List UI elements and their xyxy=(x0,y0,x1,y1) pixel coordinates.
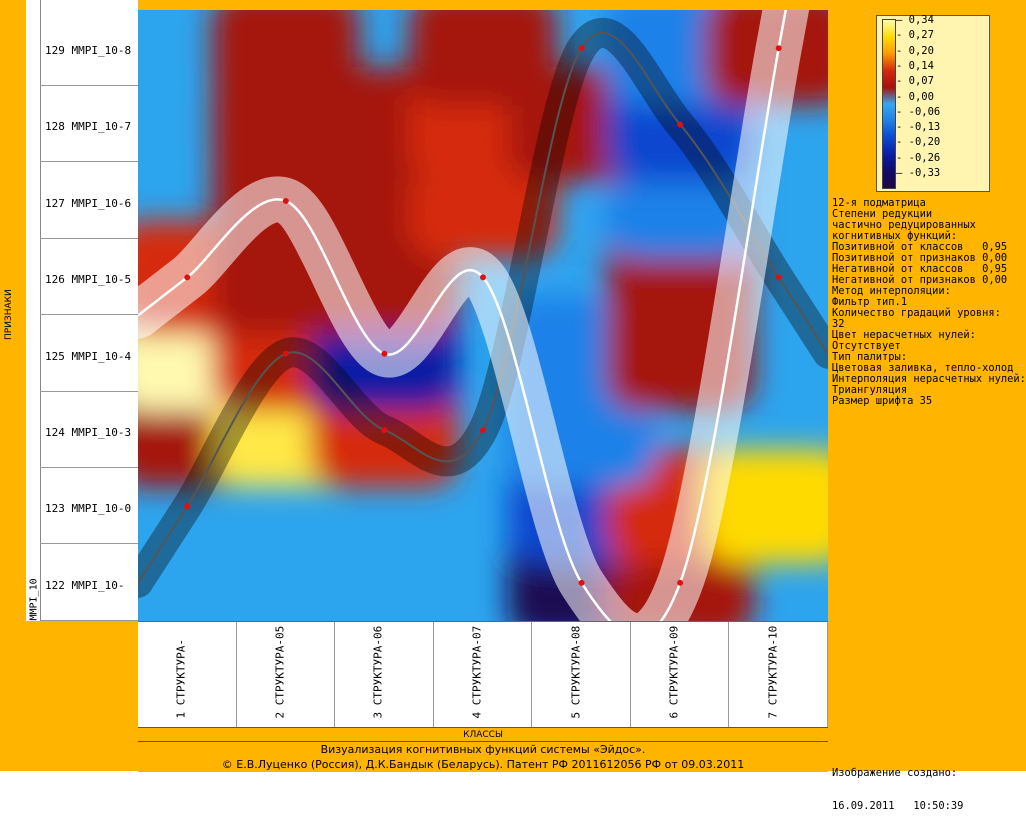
footer-line1: Визуализация когнитивных функций системы… xyxy=(320,743,646,756)
series-point xyxy=(381,350,388,357)
heatmap-cell xyxy=(409,10,557,106)
info-line: Позитивной от признаков 0,00 xyxy=(832,252,1008,264)
column-cell: 5 СТРУКТУРА-08 xyxy=(532,622,631,728)
series-point xyxy=(578,45,585,52)
cognitive-function-plot xyxy=(138,10,828,621)
info-line: Степени редукции xyxy=(832,208,933,220)
footer-line2: © Е.В.Луценко (Россия), Д.К.Бандык (Бела… xyxy=(221,758,745,771)
column-label: 6 СТРУКТУРА-09 xyxy=(667,625,681,719)
row-label: 123 MMPI_10-0 xyxy=(45,502,132,516)
info-line: Цвет нерасчетных нулей: xyxy=(832,329,976,341)
row-label: 127 MMPI_10-6 xyxy=(45,196,132,210)
column-label-panel: 1 СТРУКТУРА- 2 СТРУКТУРА-05 3 СТРУКТУРА-06… xyxy=(138,621,828,728)
series-point xyxy=(775,45,782,52)
column-label: 4 СТРУКТУРА-07 xyxy=(470,625,484,719)
row-cell: 123 MMPI_10-0 xyxy=(40,468,138,545)
legend-tick-label: - 0,00 xyxy=(896,90,934,103)
row-divider xyxy=(40,0,41,621)
series-point xyxy=(184,274,191,281)
left-strip xyxy=(0,0,26,621)
series-point xyxy=(775,274,782,281)
legend-tick-label: — -0,33 xyxy=(896,167,941,179)
info-line: Отсутствует xyxy=(832,340,901,352)
series-point xyxy=(677,579,684,586)
created-label: Изображение создано: xyxy=(832,767,958,779)
legend-tick-label: - 0,20 xyxy=(896,44,934,57)
series-layer xyxy=(138,10,828,621)
top-strip xyxy=(138,0,828,10)
column-cell: 3 СТРУКТУРА-06 xyxy=(335,622,434,728)
created-datetime: 16.09.2011 10:50:39 xyxy=(832,800,964,812)
legend-tick-label: — 0,34 xyxy=(896,14,934,26)
info-text: 12-я подматрица Степени редукции частично … xyxy=(832,198,1026,407)
row-cell: 128 MMPI_10-7 xyxy=(40,86,138,163)
info-line: Тип палитры: xyxy=(832,351,908,363)
color-legend: — 0,34 - 0,27 - 0,20 - 0,14 - 0,07 - 0,00 - -0… xyxy=(876,14,990,192)
legend-tick-label: - 0,07 xyxy=(896,75,934,88)
legend-tick-label: - -0,06 xyxy=(896,105,941,118)
column-label: 1 СТРУКТУРА- xyxy=(174,639,188,719)
legend-tick-label: - 0,27 xyxy=(896,29,934,42)
heatmap-cell xyxy=(704,449,828,564)
info-line: Размер шрифта 35 xyxy=(832,395,933,407)
row-label-panel: MMPI_10 129 MMPI_10-8 128 MMPI_10-7 127 MM… xyxy=(26,0,138,621)
row-label: 122 MMPI_10- xyxy=(45,578,125,592)
axis-y-label: ПРИЗНАКИ xyxy=(4,289,14,340)
row-cell: 126 MMPI_10-5 xyxy=(40,239,138,316)
info-line: 32 xyxy=(832,318,845,330)
bottom-left-strip xyxy=(0,621,138,771)
series-point xyxy=(578,579,585,586)
row-label: 128 MMPI_10-7 xyxy=(45,120,132,134)
column-cell: 6 СТРУКТУРА-09 xyxy=(631,622,730,728)
column-cell: 1 СТРУКТУРА- xyxy=(138,622,237,728)
column-label: 5 СТРУКТУРА-08 xyxy=(569,625,583,719)
footer: Визуализация когнитивных функций системы… xyxy=(138,741,828,772)
column-cell: 2 СТРУКТУРА-05 xyxy=(237,622,336,728)
info-line: Негативной от классов 0,95 xyxy=(832,263,1008,275)
column-label: 2 СТРУКТУРА-05 xyxy=(273,625,287,719)
axis-x-label: КЛАССЫ xyxy=(138,727,828,742)
series-point xyxy=(184,503,191,510)
series-point xyxy=(480,427,486,434)
legend-tick-label: - -0,13 xyxy=(896,121,941,134)
legend-tick-label: - 0,14 xyxy=(896,59,934,72)
row-cell: 129 MMPI_10-8 xyxy=(40,10,138,86)
legend-tick-label: - -0,26 xyxy=(896,151,941,164)
column-label: 7 СТРУКТУРА-10 xyxy=(766,625,780,719)
row-label: 124 MMPI_10-3 xyxy=(45,426,132,439)
row-cell: 124 MMPI_10-3 xyxy=(40,392,138,468)
info-line: Фильтр тип.1 xyxy=(832,296,908,308)
info-line: 12-я подматрица xyxy=(832,198,926,209)
row-label: 125 MMPI_10-4 xyxy=(45,349,132,363)
column-cell: 4 СТРУКТУРА-07 xyxy=(434,622,533,728)
info-line: частично редуцированных xyxy=(832,219,976,231)
info-line: когнитивных функций: xyxy=(832,230,958,242)
info-line: Интерполяция нерасчетных нулей: xyxy=(832,373,1026,385)
info-line: Цветовая заливка, тепло-холод xyxy=(832,362,1014,374)
info-line: Триангуляция xyxy=(832,384,908,396)
row-label: 126 MMPI_10-5 xyxy=(45,273,132,287)
row-label: 129 MMPI_10-8 xyxy=(45,44,132,57)
created-info: Изображение создано: 16.09.2011 10:50:39 xyxy=(832,746,1026,823)
info-line: Позитивной от классов 0,95 xyxy=(832,241,1008,253)
series-point xyxy=(282,197,289,204)
info-line: Негативной от признаков 0,00 xyxy=(832,274,1008,286)
info-line: Количество градаций уровня: xyxy=(832,307,1001,319)
row-cell: 122 MMPI_10- xyxy=(40,545,138,621)
column-label: 3 СТРУКТУРА-06 xyxy=(371,625,385,719)
column-cell: 7 СТРУКТУРА-10 xyxy=(729,622,828,728)
row-cell: 127 MMPI_10-6 xyxy=(40,163,138,239)
series-point xyxy=(381,427,388,434)
row-group-label: MMPI_10 xyxy=(28,578,40,621)
heatmap-cell xyxy=(211,10,360,106)
series-point xyxy=(282,350,289,357)
row-cell: 125 MMPI_10-4 xyxy=(40,316,138,392)
series-point xyxy=(480,274,486,281)
legend-tick-label: - -0,20 xyxy=(896,136,941,149)
legend-colorbar xyxy=(882,19,896,189)
series-point xyxy=(677,121,684,128)
info-line: Метод интерполяции: xyxy=(832,285,951,297)
